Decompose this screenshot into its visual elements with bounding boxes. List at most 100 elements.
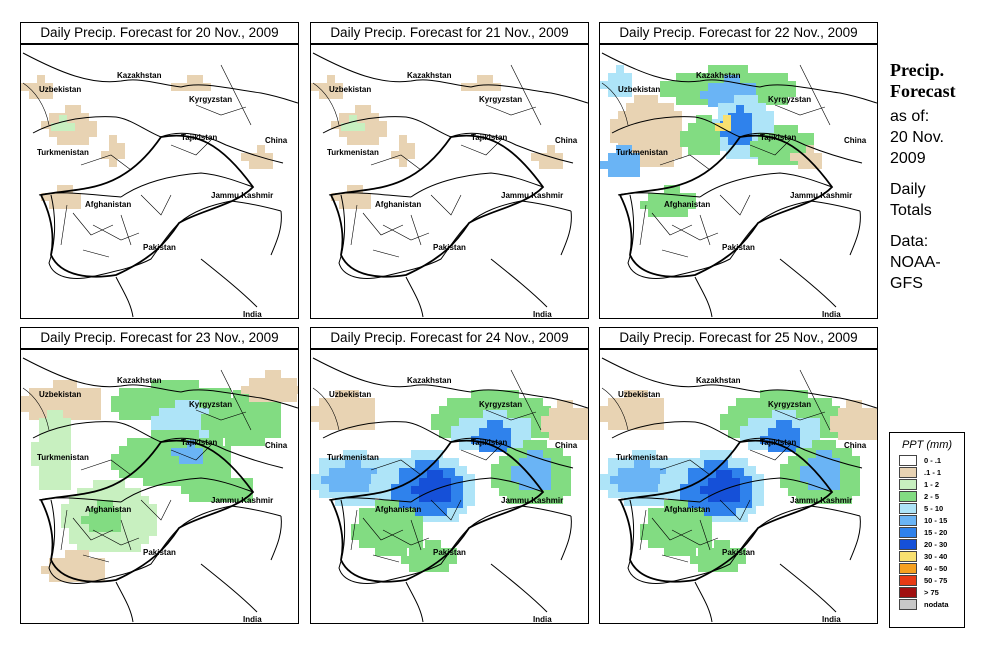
precip-cell (265, 422, 273, 430)
map-label-kyrgyzstan: Kyrgyzstan (768, 400, 812, 409)
boundary-line (799, 64, 831, 126)
precip-cell (101, 536, 109, 544)
precip-cell (391, 508, 399, 516)
precip-cell (642, 119, 650, 127)
precip-cell (547, 488, 555, 496)
precip-cell (780, 73, 788, 81)
precip-cell (519, 458, 527, 466)
precip-cell (125, 512, 133, 520)
precip-cell (65, 201, 73, 209)
precip-cell (608, 466, 616, 474)
precip-cell (205, 478, 213, 486)
precip-cell (852, 456, 860, 464)
precip-cell (708, 73, 716, 81)
precip-cell (199, 432, 207, 440)
precip-cell (632, 153, 640, 161)
precip-cell (539, 496, 547, 504)
boundary-line (312, 82, 340, 126)
precip-cell (658, 103, 666, 111)
precip-cell (39, 474, 47, 482)
precip-cell (774, 149, 782, 157)
precip-cell (796, 456, 804, 464)
precip-cell (97, 574, 105, 582)
precip-cell (704, 115, 712, 123)
precip-cell (555, 161, 563, 169)
precip-cell (399, 135, 407, 143)
precip-cell (179, 456, 187, 464)
precip-cell (672, 500, 680, 508)
precip-cell (65, 566, 73, 574)
precip-cell (119, 388, 127, 396)
precip-cell (487, 428, 495, 436)
precip-cell (327, 75, 335, 83)
precip-cell (764, 73, 772, 81)
precip-cell (215, 438, 223, 446)
precip-cell (217, 406, 225, 414)
legend-label: 5 - 10 (924, 504, 944, 513)
precip-cell (117, 488, 125, 496)
precip-cell (632, 406, 640, 414)
precip-cell (804, 496, 812, 504)
precip-cell (684, 97, 692, 105)
precip-cell (716, 478, 724, 486)
precip-cell (257, 406, 265, 414)
precip-cell (113, 516, 121, 524)
precip-cell (650, 127, 658, 135)
precip-cell (273, 378, 281, 386)
boundary-line (22, 387, 50, 431)
legend-row: 2 - 5 (890, 491, 964, 503)
precip-cell (149, 520, 157, 528)
map-label-india: India (533, 615, 552, 624)
precip-cell (233, 438, 241, 446)
precip-cell (563, 480, 571, 488)
precip-cell (93, 412, 101, 420)
precip-cell (93, 488, 101, 496)
precip-cell (634, 95, 642, 103)
precip-cell (97, 508, 105, 516)
precip-cell (327, 406, 335, 414)
precip-cell (195, 83, 203, 91)
precip-cell (722, 548, 730, 556)
precip-cell (321, 476, 329, 484)
legend-swatch (899, 551, 917, 562)
boundary-line (338, 499, 382, 584)
precip-cell (618, 135, 626, 143)
precip-cell (519, 482, 527, 490)
precip-cell (319, 398, 327, 406)
precip-cell (503, 436, 511, 444)
precip-cell (844, 496, 852, 504)
precip-cell (846, 400, 854, 408)
precip-cell (664, 524, 672, 532)
precip-cell (784, 398, 792, 406)
precip-cell (716, 470, 724, 478)
precip-cell (135, 446, 143, 454)
precip-cell (624, 153, 632, 161)
precip-cell (77, 504, 85, 512)
precip-cell (507, 488, 515, 496)
precip-cell (700, 97, 708, 105)
precip-cell (359, 524, 367, 532)
precip-cell (608, 458, 616, 466)
precip-cell (191, 462, 199, 470)
precip-cell (375, 548, 383, 556)
precip-cell (616, 153, 624, 161)
precip-map: Kazakhstan Uzbekistan Kyrgyzstan Tajikistan… (310, 44, 589, 319)
precip-cell (419, 486, 427, 494)
precip-cell (824, 406, 832, 414)
precip-cell (85, 544, 93, 552)
precip-cell (183, 462, 191, 470)
precip-cell (557, 432, 565, 440)
precip-cell (728, 121, 736, 129)
boundary-line (80, 459, 172, 521)
precip-cell (656, 422, 664, 430)
precip-cell (688, 193, 696, 201)
precip-cell (740, 426, 748, 434)
precip-cell (233, 414, 241, 422)
precip-cell (768, 444, 776, 452)
precip-cell (712, 460, 720, 468)
boundary-line (699, 477, 833, 503)
precip-cell (798, 153, 806, 161)
legend-row: 30 - 40 (890, 551, 964, 563)
precip-cell (359, 516, 367, 524)
precip-cell (319, 83, 327, 91)
